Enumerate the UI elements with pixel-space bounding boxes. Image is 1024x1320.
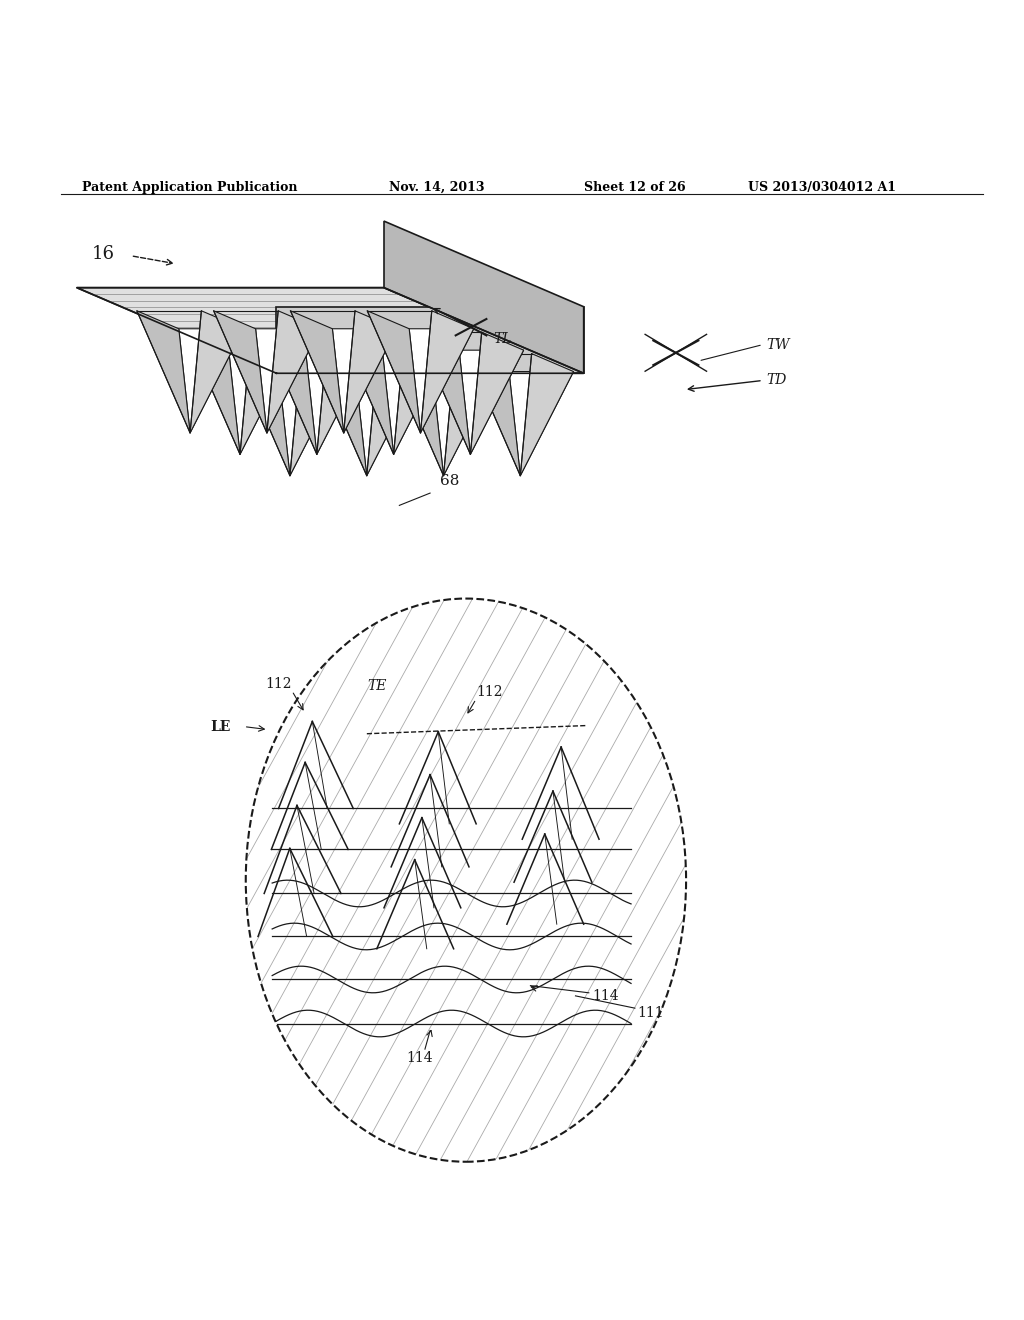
Polygon shape — [367, 354, 420, 475]
Polygon shape — [344, 310, 397, 433]
Polygon shape — [267, 310, 321, 433]
Polygon shape — [190, 310, 244, 433]
Polygon shape — [313, 354, 367, 475]
Polygon shape — [382, 350, 446, 454]
Polygon shape — [291, 310, 344, 433]
Polygon shape — [470, 333, 523, 454]
Polygon shape — [368, 310, 421, 433]
Text: Nov. 14, 2013: Nov. 14, 2013 — [389, 181, 484, 194]
Polygon shape — [520, 354, 573, 475]
Text: 114: 114 — [407, 1051, 433, 1065]
Text: 114: 114 — [592, 989, 618, 1003]
Text: Sheet 12 of 26: Sheet 12 of 26 — [584, 181, 685, 194]
Polygon shape — [179, 329, 244, 433]
Polygon shape — [186, 333, 240, 454]
Text: 68: 68 — [440, 474, 460, 488]
Polygon shape — [417, 333, 470, 454]
Polygon shape — [228, 350, 293, 454]
Polygon shape — [256, 329, 321, 433]
Polygon shape — [421, 310, 474, 433]
Text: TW: TW — [766, 338, 790, 351]
Text: Fig. 15: Fig. 15 — [400, 706, 480, 729]
Polygon shape — [279, 371, 343, 475]
Text: Fig. 16: Fig. 16 — [400, 1092, 480, 1114]
Polygon shape — [467, 354, 520, 475]
Text: 16: 16 — [92, 244, 116, 263]
Polygon shape — [276, 306, 584, 374]
Polygon shape — [410, 329, 474, 433]
Polygon shape — [432, 371, 497, 475]
Polygon shape — [459, 350, 523, 454]
Polygon shape — [509, 371, 573, 475]
Polygon shape — [77, 288, 584, 374]
Text: TL: TL — [494, 333, 512, 346]
Polygon shape — [443, 354, 497, 475]
Polygon shape — [355, 371, 420, 475]
Polygon shape — [393, 333, 446, 454]
Polygon shape — [316, 333, 370, 454]
Text: LE: LE — [210, 719, 230, 734]
Polygon shape — [137, 310, 190, 433]
Polygon shape — [390, 354, 443, 475]
Text: US 2013/0304012 A1: US 2013/0304012 A1 — [748, 181, 896, 194]
Polygon shape — [237, 354, 290, 475]
Polygon shape — [214, 310, 267, 433]
Text: TE: TE — [368, 678, 386, 693]
Polygon shape — [340, 333, 393, 454]
Polygon shape — [384, 222, 584, 374]
Polygon shape — [290, 354, 343, 475]
Polygon shape — [333, 329, 397, 433]
Text: 111: 111 — [637, 1006, 664, 1020]
Text: 112: 112 — [476, 685, 503, 698]
Polygon shape — [240, 333, 293, 454]
Polygon shape — [263, 333, 316, 454]
Polygon shape — [305, 350, 370, 454]
Text: 112: 112 — [265, 677, 292, 690]
Ellipse shape — [246, 598, 686, 1162]
Text: TD: TD — [766, 374, 786, 388]
Text: Patent Application Publication: Patent Application Publication — [82, 181, 297, 194]
